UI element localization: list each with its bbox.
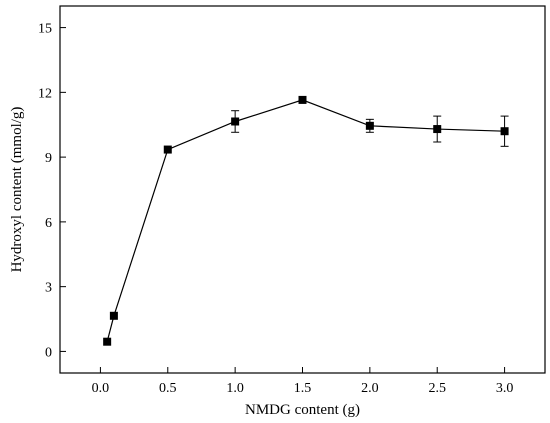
y-tick-label: 15: [38, 22, 52, 37]
x-tick-label: 2.0: [361, 381, 379, 396]
y-tick-label: 9: [45, 151, 52, 166]
data-point: [298, 95, 307, 104]
plot-frame: [59, 5, 546, 374]
x-tick-label: 0.0: [92, 381, 110, 396]
x-tick-label: 0.5: [159, 381, 177, 396]
x-axis-title: NMDG content (g): [245, 402, 360, 418]
y-axis-title: Hydroxyl content (mmol/g): [9, 107, 25, 273]
x-tick-label: 1.0: [226, 381, 244, 396]
y-tick-label: 6: [45, 216, 52, 231]
data-point: [109, 311, 118, 320]
x-tick-label: 2.5: [428, 381, 446, 396]
x-tick-label: 3.0: [496, 381, 514, 396]
data-point: [500, 127, 509, 136]
y-tick-label: 0: [45, 345, 52, 360]
y-tick-label: 3: [45, 281, 52, 296]
data-point: [433, 125, 442, 134]
data-point: [365, 121, 374, 130]
data-point: [231, 117, 240, 126]
series-line: [106, 99, 505, 342]
x-tick-label: 1.5: [294, 381, 312, 396]
data-point: [103, 337, 112, 346]
y-tick-label: 12: [38, 86, 52, 101]
data-point: [163, 145, 172, 154]
